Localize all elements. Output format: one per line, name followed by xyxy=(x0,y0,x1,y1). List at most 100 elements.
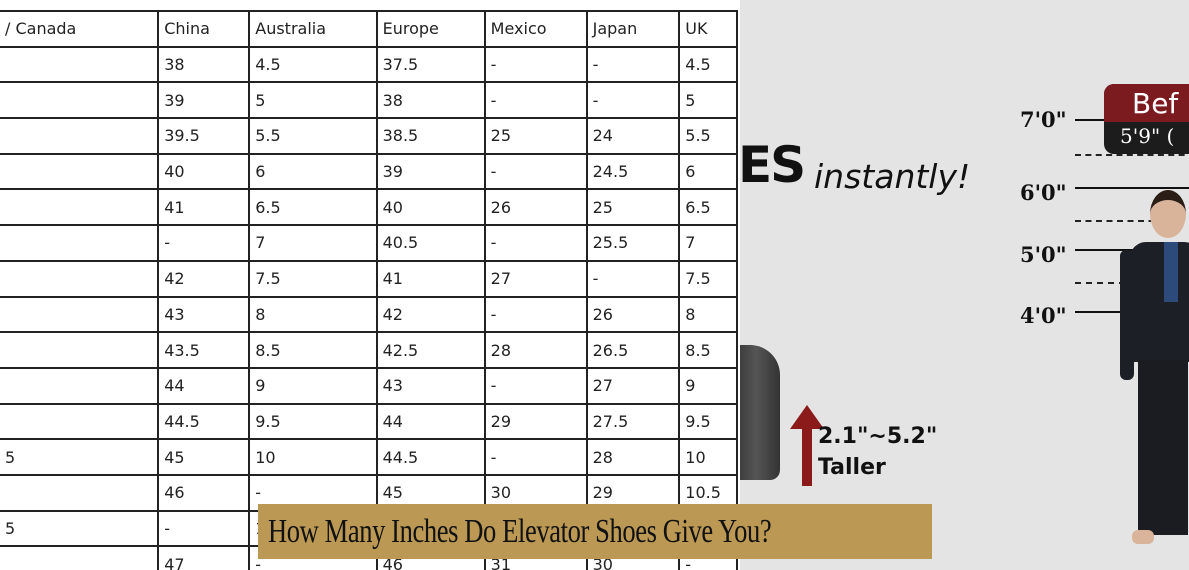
height-4ft: 4'0" xyxy=(1020,303,1067,328)
table-row: 42 7.5 41 27-7.5 xyxy=(0,259,738,298)
table-cell: 8.5 xyxy=(248,331,378,369)
caption-banner: How Many Inches Do Elevator Shoes Give Y… xyxy=(258,504,932,559)
table-cell: - xyxy=(483,224,588,262)
table-cell xyxy=(0,366,160,405)
table-cell xyxy=(0,545,160,570)
lift-range: 2.1"~5.2" xyxy=(818,424,938,449)
column-header: China xyxy=(157,10,251,48)
table-cell: 44 xyxy=(157,366,251,405)
table-cell: 26 xyxy=(585,295,681,334)
table-cell: 6.5 xyxy=(248,188,378,227)
table-cell: 47 xyxy=(157,545,251,570)
table-header-row: / Canada China Australia Europe Mexico Japan U… xyxy=(0,10,738,48)
table-cell: 45 xyxy=(157,438,251,476)
table-cell: 5 xyxy=(678,81,738,120)
table-cell: - xyxy=(483,438,588,476)
height-7ft: 7'0" xyxy=(1020,107,1067,132)
table-cell: 28 xyxy=(483,331,588,369)
table-cell: 38.5 xyxy=(375,117,486,155)
size-chart-table-image: / Canada China Australia Europe Mexico Japan U… xyxy=(0,10,738,570)
table-cell: 5 xyxy=(0,509,160,548)
table-cell: 26 xyxy=(483,188,588,227)
table-cell: 40.5 xyxy=(375,224,486,262)
table-row: 43 8 42-26 8 xyxy=(0,295,738,334)
column-header: UK xyxy=(678,10,738,48)
bubble-title: Bef xyxy=(1104,84,1189,122)
table-cell: 39 xyxy=(375,152,486,191)
table-row: 5 45 10 44.5-28 10 xyxy=(0,438,738,476)
table-cell: 24.5 xyxy=(585,152,681,191)
man-in-suit-image xyxy=(1120,190,1189,550)
table-cell xyxy=(0,188,160,227)
table-cell xyxy=(0,117,160,155)
table-cell: 9 xyxy=(678,366,738,405)
table-cell: 39.5 xyxy=(157,117,251,155)
column-header: Europe xyxy=(375,10,486,48)
table-cell: 43 xyxy=(157,295,251,334)
table-cell: 41 xyxy=(157,188,251,227)
table-cell: 6 xyxy=(678,152,738,191)
elevator-shoe-ad: ES instantly! 2.1"~5.2" Taller 7'0" 6'0"… xyxy=(740,0,1189,570)
table-cell: 43.5 xyxy=(157,331,251,369)
table-cell: - xyxy=(483,81,588,120)
table-cell: 9.5 xyxy=(248,402,378,441)
table-cell: 9.5 xyxy=(678,402,738,441)
table-cell: 43 xyxy=(375,366,486,405)
table-cell: 4.5 xyxy=(248,45,378,84)
table-cell: - xyxy=(157,509,251,548)
table-row: 38 4.5 37.5- -4.5 xyxy=(0,45,738,84)
table-cell: 25.5 xyxy=(585,224,681,262)
column-header: Australia xyxy=(248,10,378,48)
table-cell xyxy=(0,152,160,191)
table-cell xyxy=(0,473,160,512)
table-cell: 42.5 xyxy=(375,331,486,369)
table-cell: 24 xyxy=(585,117,681,155)
table-cell: 29 xyxy=(483,402,588,441)
table-cell: 38 xyxy=(157,45,251,84)
table-cell xyxy=(0,259,160,298)
table-cell: 27 xyxy=(483,259,588,298)
column-header: / Canada xyxy=(0,10,160,48)
table-cell: 38 xyxy=(375,81,486,120)
table-cell: 5 xyxy=(0,438,160,476)
height-6ft: 6'0" xyxy=(1020,180,1067,205)
table-cell: 42 xyxy=(157,259,251,298)
table-cell: 25 xyxy=(585,188,681,227)
table-cell: 42 xyxy=(375,295,486,334)
height-line xyxy=(1075,249,1145,251)
table-cell: 5.5 xyxy=(248,117,378,155)
lift-label: Taller xyxy=(818,455,886,480)
table-cell: - xyxy=(157,224,251,262)
table-cell: 5.5 xyxy=(678,117,738,155)
size-chart-table: / Canada China Australia Europe Mexico Japan U… xyxy=(0,10,738,570)
table-cell: 25 xyxy=(483,117,588,155)
table-cell xyxy=(0,81,160,120)
table-cell: 8.5 xyxy=(678,331,738,369)
table-cell: 8 xyxy=(678,295,738,334)
height-line xyxy=(1075,311,1135,313)
dashed-line xyxy=(1075,220,1165,222)
caption-title: How Many Inches Do Elevator Shoes Give Y… xyxy=(268,513,772,550)
table-cell: 9 xyxy=(248,366,378,405)
table-cell: - xyxy=(585,45,681,84)
table-cell: - xyxy=(483,295,588,334)
table-cell: 7 xyxy=(678,224,738,262)
headline-bold: ES xyxy=(740,136,806,194)
table-cell: 6 xyxy=(248,152,378,191)
height-line xyxy=(1075,119,1105,121)
table-cell: 44.5 xyxy=(157,402,251,441)
table-cell: 7.5 xyxy=(248,259,378,298)
table-cell xyxy=(0,45,160,84)
table-cell: 26.5 xyxy=(585,331,681,369)
table-cell: 44 xyxy=(375,402,486,441)
table-cell: 41 xyxy=(375,259,486,298)
table-row: 39 5 38- -5 xyxy=(0,81,738,120)
before-bubble: Bef 5'9" ( xyxy=(1104,84,1189,154)
dashed-line xyxy=(1075,154,1189,156)
table-cell: - xyxy=(483,152,588,191)
table-cell: 27.5 xyxy=(585,402,681,441)
table-cell xyxy=(0,295,160,334)
table-cell: 27 xyxy=(585,366,681,405)
table-cell: 6.5 xyxy=(678,188,738,227)
table-cell: 40 xyxy=(375,188,486,227)
